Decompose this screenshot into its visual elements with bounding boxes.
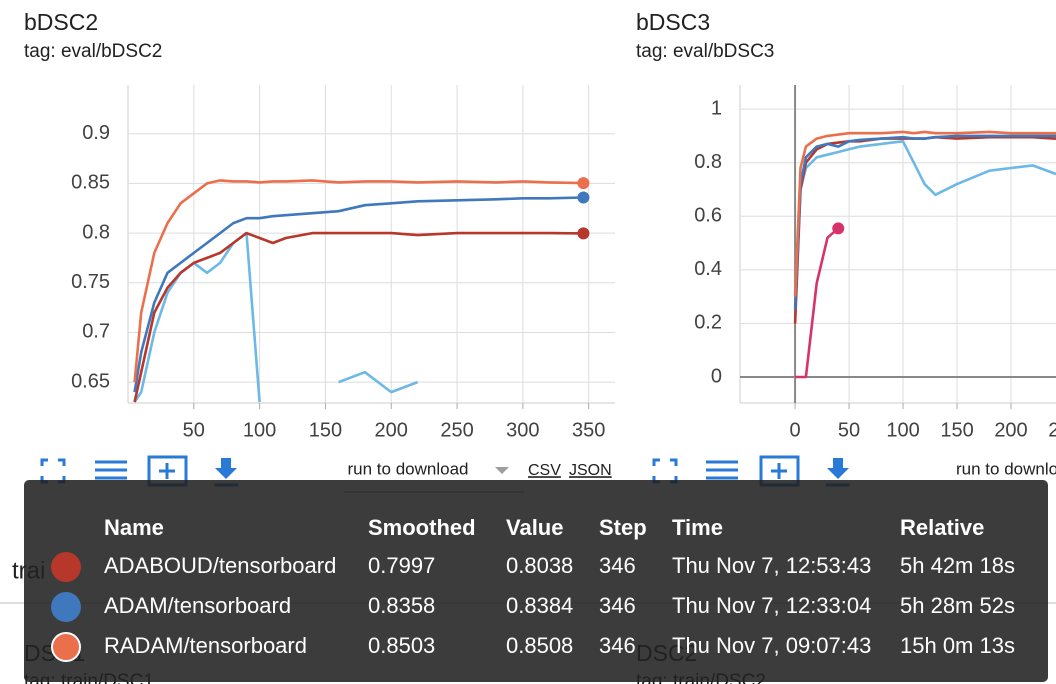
y-tick-label: 0.75 [71, 271, 110, 293]
charts: 0.650.70.750.80.850.950 100 150 200 250 300 35… [71, 85, 1056, 441]
x-tick-label: 0 [790, 419, 801, 441]
x-tick-label: 150 [940, 419, 973, 441]
log-scale-icon[interactable] [706, 460, 738, 480]
column-header: Value [506, 515, 563, 540]
cell: Thu Nov 7, 09:07:43 [672, 633, 871, 658]
chart: 0 0.2 0.4 0.6 0.8 1 0 50 100 150 200 250 [694, 85, 1056, 441]
run-select[interactable]: run to download [956, 459, 1056, 478]
cell: 0.7997 [368, 553, 435, 578]
x-tick-label: 350 [572, 419, 605, 441]
csv-link[interactable]: CSV [528, 462, 561, 479]
end-marker [577, 191, 590, 204]
cell: 0.8358 [368, 593, 435, 618]
run-swatch [51, 552, 81, 582]
y-tick-label: 1 [711, 97, 722, 119]
x-tick-label: 200 [994, 419, 1027, 441]
toolbar: run to download CSV JSON run to download [40, 455, 1056, 493]
cell: RADAM/tensorboard [104, 633, 307, 658]
run-select[interactable]: run to download [348, 459, 469, 478]
x-tick-label: 100 [243, 419, 276, 441]
chart-subtitle: tag: eval/bDSC3 [636, 41, 774, 62]
y-tick-label: 0 [711, 365, 722, 387]
series-line [793, 140, 1056, 297]
x-tick-label: 300 [506, 419, 539, 441]
x-tick-label: 200 [375, 419, 408, 441]
cell: 5h 42m 18s [900, 553, 1015, 578]
cell: 346 [599, 553, 636, 578]
series-line [793, 130, 1056, 297]
plot [133, 177, 590, 403]
series-line [133, 179, 584, 383]
y-tick-label: 0.6 [694, 205, 722, 227]
x-tick-label: 250 [440, 419, 473, 441]
series-line [795, 227, 840, 379]
select-arrow [495, 467, 509, 474]
log-scale-icon[interactable] [95, 460, 127, 480]
y-tick-label: 0.65 [71, 370, 110, 392]
chart-subtitle: tag: eval/bDSC2 [24, 41, 162, 62]
end-marker [577, 227, 590, 240]
end-marker [832, 222, 845, 235]
series-line [133, 231, 584, 403]
x-tick-label: 50 [183, 419, 205, 441]
cell: ADAM/tensorboard [104, 593, 291, 618]
y-tick-label: 0.85 [71, 172, 110, 194]
series-line [793, 134, 1056, 311]
fullscreen-icon[interactable] [652, 458, 678, 484]
y-tick-label: 0.2 [694, 312, 722, 334]
end-marker [577, 177, 590, 190]
x-tick-label: 150 [309, 419, 342, 441]
chart: 0.65 0.7 0.75 0.8 0.85 0.9 50 100 150 200 250 300 35… [71, 85, 615, 441]
series-line [133, 231, 419, 403]
run-swatch [51, 632, 81, 662]
y-tick-label: 0.8 [694, 151, 722, 173]
cell: Thu Nov 7, 12:33:04 [672, 593, 871, 618]
column-header: Name [104, 515, 164, 540]
column-header: Step [599, 515, 647, 540]
cell: 346 [599, 593, 636, 618]
fullscreen-icon[interactable] [40, 458, 66, 484]
cell: 0.8038 [506, 553, 573, 578]
y-tick-label: 0.8 [82, 221, 110, 243]
cell: Thu Nov 7, 12:53:43 [672, 553, 871, 578]
tooltip-box [24, 480, 1048, 682]
y-tick-label: 0.4 [694, 258, 722, 280]
column-header: Relative [900, 515, 984, 540]
cell: 0.8503 [368, 633, 435, 658]
tooltip: Name Smoothed Value Step Time Relative ADABOUD… [24, 480, 1048, 682]
cell: 0.8508 [506, 633, 573, 658]
run-swatch [51, 592, 81, 622]
plot [793, 130, 1056, 379]
column-header: Smoothed [368, 515, 476, 540]
json-link[interactable]: JSON [569, 462, 612, 479]
x-tick-label: 250 [1048, 419, 1056, 441]
x-tick-label: 50 [838, 419, 860, 441]
cell: 15h 0m 13s [900, 633, 1015, 658]
cell: ADABOUD/tensorboard [104, 553, 336, 578]
series-line [133, 196, 584, 393]
x-tick-label: 100 [886, 419, 919, 441]
chart-title: bDSC3 [636, 9, 710, 35]
y-tick-label: 0.9 [82, 122, 110, 144]
cell: 5h 28m 52s [900, 593, 1015, 618]
chart-title: bDSC2 [24, 9, 98, 35]
cell: 346 [599, 633, 636, 658]
cell: 0.8384 [506, 593, 573, 618]
y-tick-label: 0.7 [82, 321, 110, 343]
column-header: Time [672, 515, 723, 540]
